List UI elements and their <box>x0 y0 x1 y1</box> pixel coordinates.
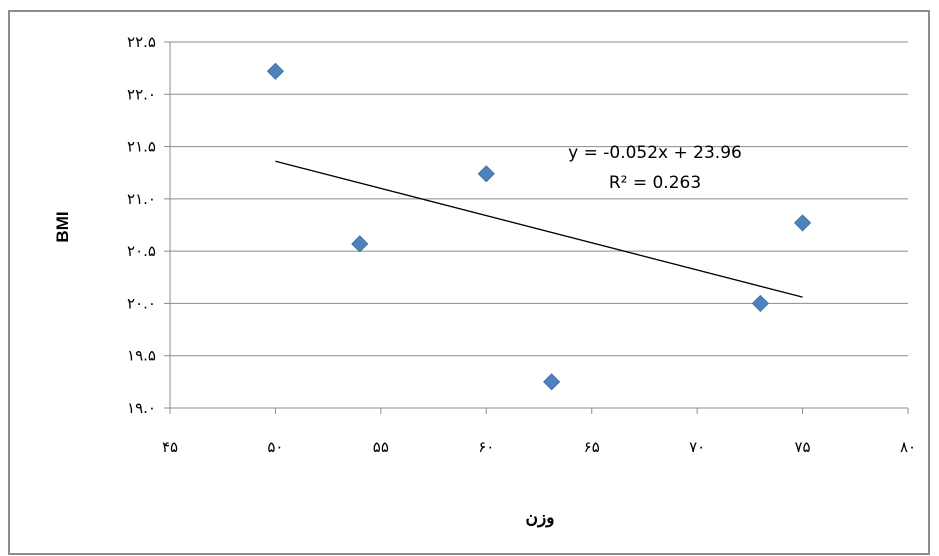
y-tick-label: ۲۱.۵ <box>127 138 156 156</box>
x-tick-label: ۴۵ <box>162 438 178 456</box>
y-tick-label: ۲۰.۵ <box>127 242 156 260</box>
data-point <box>794 214 812 232</box>
y-tick-label: ۲۲.۵ <box>127 33 156 51</box>
trendline <box>275 160 803 298</box>
trendline-group <box>275 160 803 298</box>
y-tick-label: ۲۲.۰ <box>127 85 156 103</box>
trendline-r2: R² = 0.263 <box>609 173 701 193</box>
x-tick-label: ۵۰ <box>267 438 283 456</box>
x-axis-title: وزن <box>526 508 555 528</box>
data-point <box>351 235 369 253</box>
x-tick-labels: ۴۵ ۵۰ ۵۵ ۶۰ ۶۵ ۷۰ ۷۵ ۸۰ <box>162 438 916 456</box>
y-tick-label: ۱۹.۰ <box>127 399 156 417</box>
data-point <box>543 373 561 391</box>
y-axis-title: BMI <box>53 211 72 242</box>
axes <box>169 42 908 409</box>
chart-frame <box>8 10 930 555</box>
y-tick-label: ۲۰.۰ <box>127 294 156 312</box>
y-tick-label: ۲۱.۰ <box>127 190 156 208</box>
data-point <box>477 165 495 183</box>
trendline-equation: y = -0.052x + 23.96 <box>568 143 742 163</box>
x-tick-label: ۷۰ <box>689 438 705 456</box>
data-points <box>266 62 812 391</box>
x-tick-label: ۵۵ <box>373 438 389 456</box>
x-tick-label: ۶۵ <box>584 438 600 456</box>
data-point <box>266 62 284 80</box>
x-tick-label: ۷۵ <box>795 438 811 456</box>
x-tick-label: ۸۰ <box>900 438 916 456</box>
y-tick-labels: ۱۹.۰ ۱۹.۵ ۲۰.۰ ۲۰.۵ ۲۱.۰ ۲۱.۵ ۲۲.۰ ۲۲.۵ <box>127 33 156 417</box>
grid-lines <box>164 41 909 414</box>
y-tick-label: ۱۹.۵ <box>127 347 156 365</box>
data-point <box>751 294 769 312</box>
x-tick-label: ۶۰ <box>478 438 494 456</box>
